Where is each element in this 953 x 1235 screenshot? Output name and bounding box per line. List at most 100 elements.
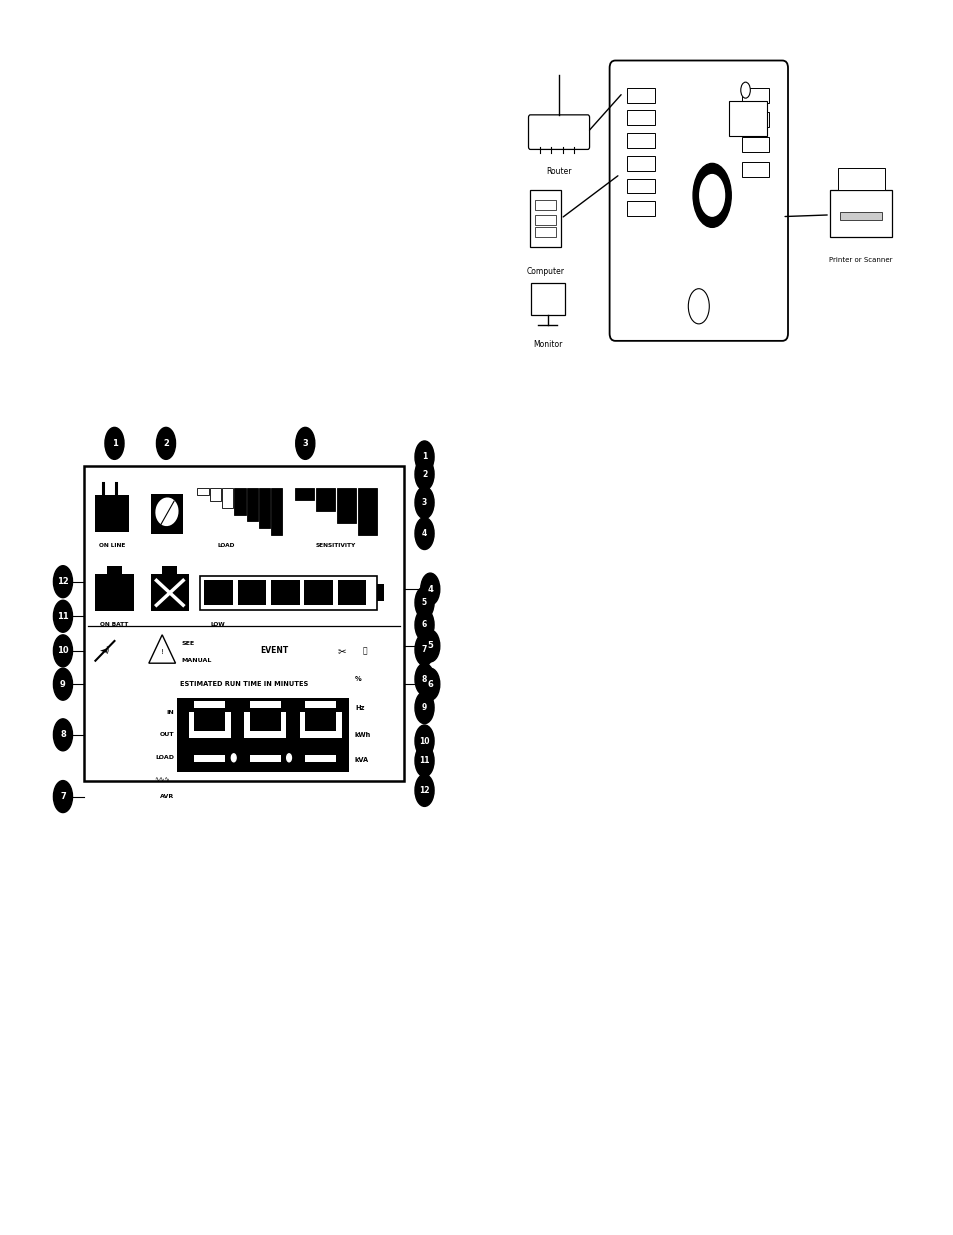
Bar bbox=[304, 580, 333, 605]
Text: 11: 11 bbox=[418, 756, 430, 766]
Bar bbox=[237, 580, 266, 605]
Ellipse shape bbox=[415, 458, 434, 490]
Text: !: ! bbox=[160, 650, 164, 655]
Bar bbox=[280, 711, 286, 731]
FancyBboxPatch shape bbox=[609, 61, 787, 341]
Polygon shape bbox=[149, 635, 175, 663]
Bar bbox=[741, 88, 768, 103]
Text: IN: IN bbox=[167, 710, 174, 715]
Text: 5: 5 bbox=[421, 598, 427, 608]
Bar bbox=[315, 488, 335, 511]
Bar bbox=[244, 711, 250, 731]
Ellipse shape bbox=[420, 573, 439, 605]
Text: 6: 6 bbox=[427, 679, 433, 689]
Ellipse shape bbox=[295, 427, 314, 459]
Bar bbox=[271, 580, 299, 605]
Text: 9: 9 bbox=[421, 703, 427, 713]
Bar bbox=[84, 466, 403, 781]
Bar bbox=[250, 731, 280, 739]
Text: ESTIMATED RUN TIME IN MINUTES: ESTIMATED RUN TIME IN MINUTES bbox=[179, 682, 308, 687]
Bar bbox=[741, 112, 768, 127]
Bar bbox=[189, 711, 194, 731]
Text: Router: Router bbox=[546, 167, 571, 175]
Text: AVR: AVR bbox=[160, 794, 174, 799]
Ellipse shape bbox=[415, 587, 434, 619]
Bar bbox=[177, 698, 349, 772]
Bar bbox=[376, 584, 383, 601]
Bar bbox=[200, 576, 376, 610]
Text: Computer: Computer bbox=[526, 267, 564, 275]
Text: 2: 2 bbox=[163, 438, 169, 448]
Text: 4: 4 bbox=[427, 584, 433, 594]
Text: ON LINE: ON LINE bbox=[99, 543, 125, 548]
Bar bbox=[189, 719, 194, 739]
Text: kVA: kVA bbox=[355, 757, 369, 762]
Text: 7: 7 bbox=[60, 792, 66, 802]
Text: 8: 8 bbox=[421, 674, 427, 684]
Ellipse shape bbox=[420, 630, 439, 662]
Bar bbox=[204, 580, 233, 605]
Bar bbox=[335, 719, 341, 739]
Ellipse shape bbox=[415, 609, 434, 641]
Bar bbox=[225, 711, 231, 731]
Ellipse shape bbox=[692, 163, 731, 227]
Bar bbox=[626, 133, 655, 148]
Ellipse shape bbox=[53, 781, 72, 813]
Bar bbox=[197, 488, 209, 494]
Bar bbox=[626, 156, 655, 170]
Ellipse shape bbox=[687, 289, 709, 324]
Text: 9: 9 bbox=[60, 679, 66, 689]
Text: 10: 10 bbox=[418, 736, 430, 746]
Bar bbox=[244, 719, 250, 739]
Text: Printer or Scanner: Printer or Scanner bbox=[828, 257, 891, 263]
Text: EVENT: EVENT bbox=[260, 646, 289, 656]
Bar bbox=[335, 711, 341, 731]
Text: Monitor: Monitor bbox=[533, 340, 561, 348]
Text: LOAD: LOAD bbox=[155, 755, 174, 760]
Bar bbox=[234, 488, 245, 515]
Text: LOW: LOW bbox=[210, 622, 225, 627]
Ellipse shape bbox=[415, 441, 434, 473]
Text: 5: 5 bbox=[427, 641, 433, 651]
Bar bbox=[95, 495, 129, 532]
Bar bbox=[258, 488, 270, 529]
Text: %: % bbox=[355, 677, 361, 682]
Bar bbox=[741, 137, 768, 152]
Text: 10: 10 bbox=[57, 646, 69, 656]
Bar bbox=[294, 488, 314, 500]
Text: SENSITIVITY: SENSITIVITY bbox=[315, 543, 355, 548]
Bar bbox=[280, 719, 286, 739]
Bar bbox=[305, 701, 335, 708]
Bar bbox=[839, 212, 882, 220]
Bar bbox=[837, 168, 884, 190]
Text: OUT: OUT bbox=[160, 732, 174, 737]
Ellipse shape bbox=[231, 753, 235, 762]
Bar bbox=[151, 574, 189, 611]
Bar bbox=[626, 179, 655, 194]
Ellipse shape bbox=[420, 668, 439, 700]
Bar bbox=[162, 566, 177, 574]
Bar bbox=[222, 488, 233, 508]
Bar bbox=[337, 580, 366, 605]
Ellipse shape bbox=[415, 745, 434, 777]
Bar bbox=[626, 201, 655, 216]
Bar bbox=[530, 190, 560, 247]
Bar bbox=[829, 190, 891, 237]
Text: ◄): ◄) bbox=[100, 646, 110, 656]
Bar bbox=[250, 701, 280, 708]
Text: 8: 8 bbox=[60, 730, 66, 740]
Ellipse shape bbox=[415, 692, 434, 724]
Ellipse shape bbox=[415, 634, 434, 666]
Bar bbox=[299, 719, 305, 739]
Text: 1: 1 bbox=[112, 438, 117, 448]
Bar bbox=[250, 755, 280, 762]
Bar bbox=[336, 488, 355, 524]
Ellipse shape bbox=[53, 668, 72, 700]
Ellipse shape bbox=[155, 498, 178, 526]
Bar bbox=[95, 574, 133, 611]
Text: 3: 3 bbox=[302, 438, 308, 448]
Bar bbox=[535, 200, 556, 210]
Text: 12: 12 bbox=[418, 785, 430, 795]
Text: 11: 11 bbox=[57, 611, 69, 621]
Bar bbox=[741, 162, 768, 177]
